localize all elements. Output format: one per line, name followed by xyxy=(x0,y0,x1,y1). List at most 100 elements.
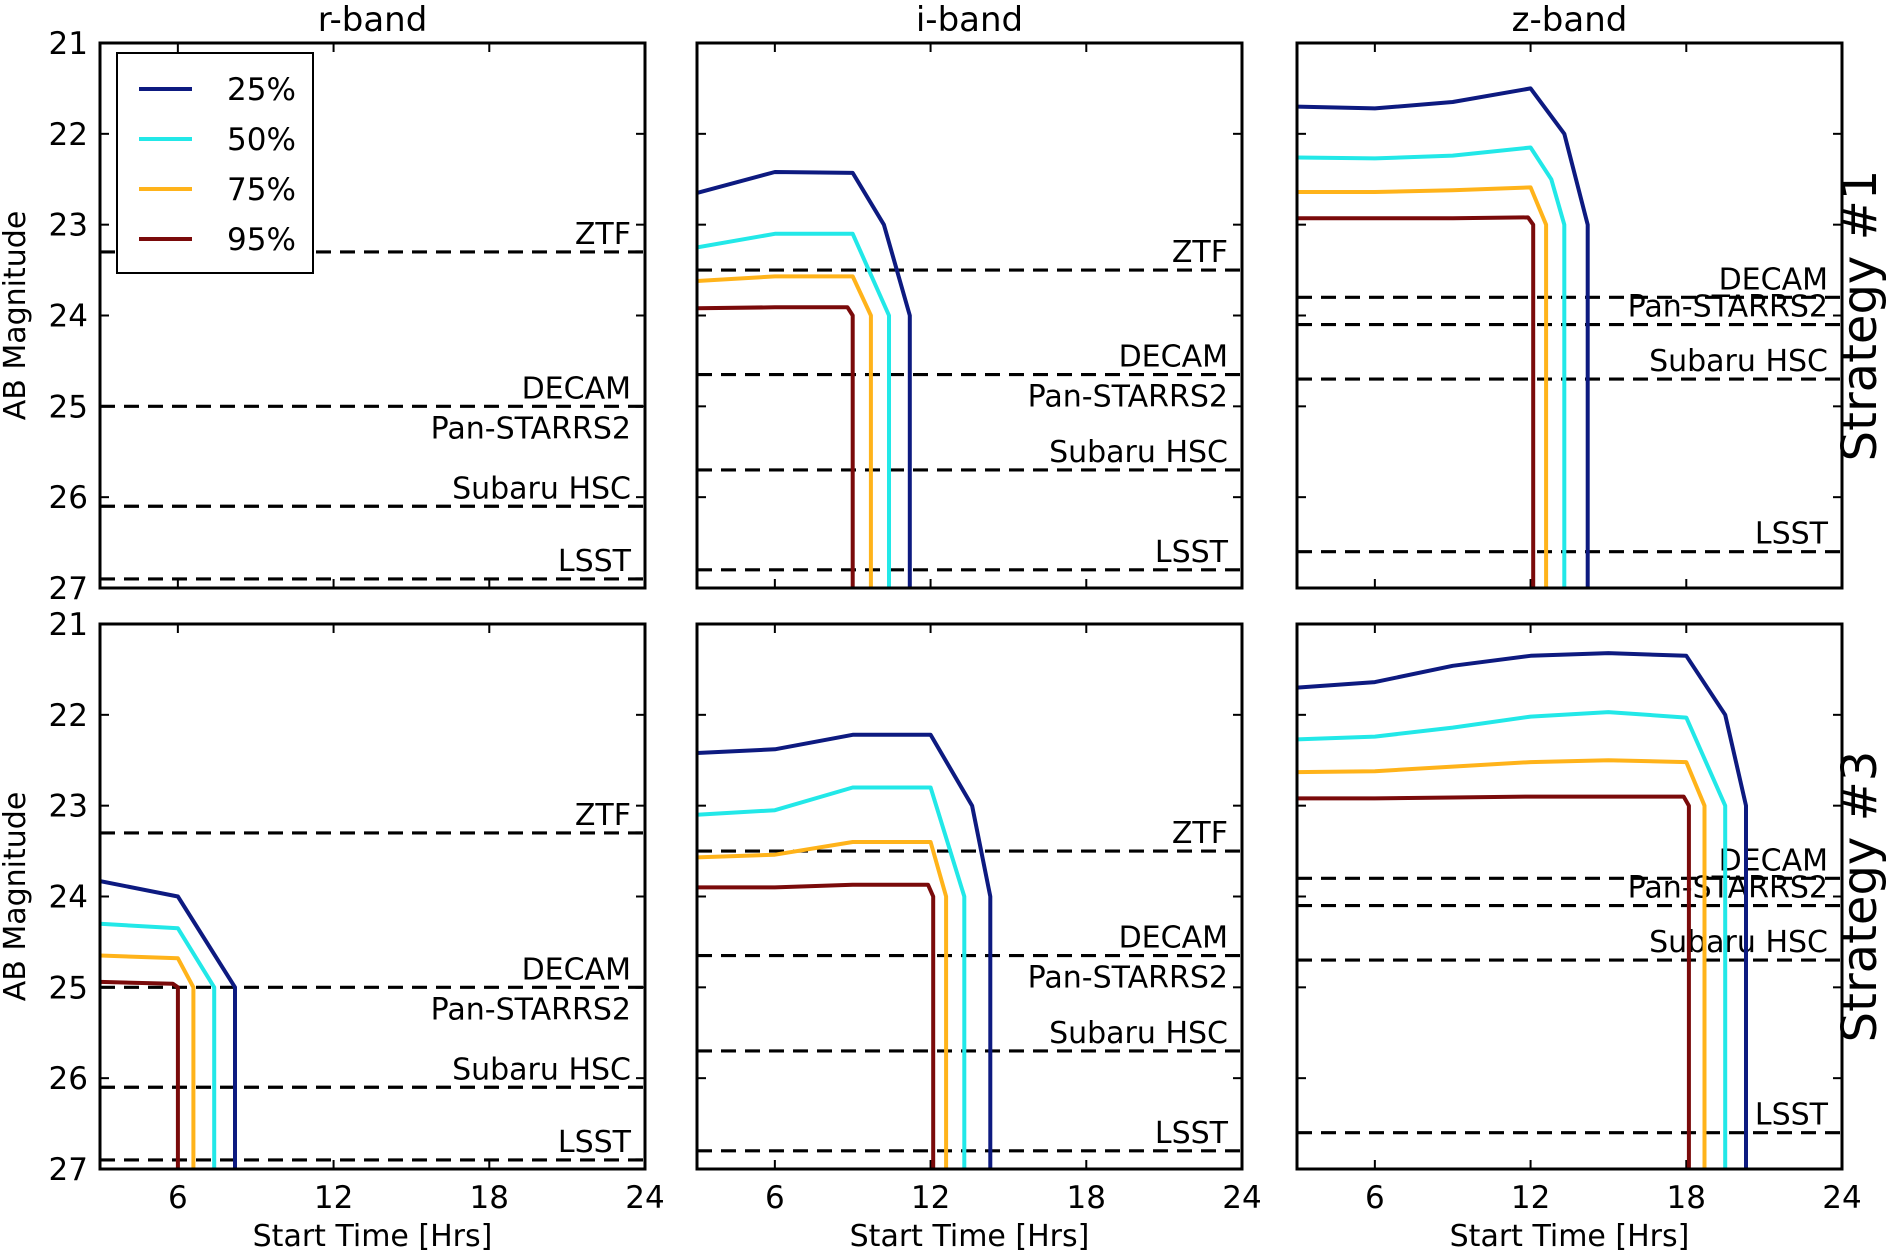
x-tick-label: 12 xyxy=(1511,1180,1550,1216)
y-tick-label: 25 xyxy=(49,389,88,425)
reference-label-lsst: LSST xyxy=(1155,1116,1229,1151)
panel-strategy-1-r-band: ZTF DECAM Pan-STARRS2 Subaru HSC LSST 21 22 23 2… xyxy=(0,0,647,607)
series-line-25 xyxy=(1297,86,1590,588)
reference-label-decam: DECAM xyxy=(522,952,631,987)
y-tick-label: 25 xyxy=(49,970,88,1006)
series-line-25 xyxy=(697,170,912,588)
series-line-50 xyxy=(1297,145,1567,588)
y-tick-label: 22 xyxy=(49,698,88,734)
y-tick-label: 24 xyxy=(49,299,88,335)
series-line-75 xyxy=(697,840,949,1169)
panel-frame xyxy=(98,622,647,1171)
series-line-95 xyxy=(1297,215,1536,588)
x-axis-label: Start Time [Hrs] xyxy=(1450,1219,1690,1254)
y-tick-label: 23 xyxy=(49,208,88,244)
reference-label-lsst: LSST xyxy=(1155,535,1229,570)
series-line-50 xyxy=(1297,710,1728,1169)
y-tick-label: 24 xyxy=(49,880,88,916)
panel-strategy-3-i-band: ZTF DECAM Pan-STARRS2 Subaru HSC LSST 6 12 18 24… xyxy=(695,622,1262,1254)
series-line-50 xyxy=(697,231,891,588)
legend-label-75: 75% xyxy=(227,172,296,208)
reference-label-lsst: LSST xyxy=(558,1125,632,1160)
series-line-25 xyxy=(697,732,993,1169)
panel-frame xyxy=(98,41,647,590)
column-title-z-band: z-band xyxy=(1512,0,1628,40)
series-line-50 xyxy=(697,785,967,1169)
panel-strategy-3-r-band: ZTF DECAM Pan-STARRS2 Subaru HSC LSST 21 22 23 2… xyxy=(0,607,665,1254)
x-axis-label: Start Time [Hrs] xyxy=(253,1219,493,1254)
reference-label-subaru-hsc: Subaru HSC xyxy=(452,471,631,506)
series-line-75 xyxy=(697,274,873,588)
reference-label-pan-starrs2: Pan-STARRS2 xyxy=(1628,871,1828,906)
series-line-95 xyxy=(100,979,180,1169)
series-line-95 xyxy=(697,305,855,588)
y-tick-label: 27 xyxy=(49,1152,88,1188)
reference-label-decam: DECAM xyxy=(1719,843,1828,878)
row-label-strategy-3: Strategy #3 xyxy=(1832,751,1888,1043)
column-title-i-band: i-band xyxy=(916,0,1023,40)
legend-label-95: 95% xyxy=(227,222,296,258)
reference-label-ztf: ZTF xyxy=(1172,235,1228,270)
y-axis-label: AB Magnitude xyxy=(0,792,33,1002)
x-tick-label: 24 xyxy=(1222,1180,1261,1216)
panel-frame xyxy=(1295,41,1844,590)
legend-label-50: 50% xyxy=(227,122,296,158)
y-axis-label: AB Magnitude xyxy=(0,211,33,421)
y-tick-label: 27 xyxy=(49,571,88,607)
reference-label-lsst: LSST xyxy=(1755,1098,1829,1133)
x-tick-label: 6 xyxy=(1365,1180,1385,1216)
reference-label-decam: DECAM xyxy=(1119,340,1228,375)
y-tick-label: 21 xyxy=(49,26,88,62)
x-tick-label: 18 xyxy=(1667,1180,1706,1216)
x-axis-label: Start Time [Hrs] xyxy=(850,1219,1090,1254)
reference-label-ztf: ZTF xyxy=(575,798,631,833)
reference-label-subaru-hsc: Subaru HSC xyxy=(1649,925,1828,960)
y-tick-label: 26 xyxy=(49,1061,88,1097)
series-line-75 xyxy=(1297,185,1549,588)
row-label-strategy-1: Strategy #1 xyxy=(1832,170,1888,462)
x-tick-label: 24 xyxy=(1822,1180,1861,1216)
legend-label-25: 25% xyxy=(227,72,296,108)
column-title-r-band: r-band xyxy=(318,0,428,40)
reference-label-decam: DECAM xyxy=(522,371,631,406)
reference-label-pan-starrs2: Pan-STARRS2 xyxy=(431,992,631,1027)
series-line-95 xyxy=(1297,794,1691,1169)
reference-label-subaru-hsc: Subaru HSC xyxy=(1049,1016,1228,1051)
panel-frame xyxy=(1295,622,1844,1171)
x-tick-label: 24 xyxy=(625,1180,664,1216)
series-line-75 xyxy=(1297,758,1707,1169)
panel-frame xyxy=(695,41,1244,590)
y-tick-label: 23 xyxy=(49,789,88,825)
figure-labels: Strategy #1 Strategy #3 25% 50% 75% 95% xyxy=(116,52,1888,1043)
y-tick-label: 21 xyxy=(49,607,88,643)
x-tick-label: 12 xyxy=(314,1180,353,1216)
reference-label-pan-starrs2: Pan-STARRS2 xyxy=(1028,961,1228,996)
reference-label-ztf: ZTF xyxy=(1172,816,1228,851)
x-tick-label: 6 xyxy=(168,1180,188,1216)
y-tick-label: 22 xyxy=(49,117,88,153)
x-tick-label: 6 xyxy=(765,1180,785,1216)
reference-label-decam: DECAM xyxy=(1719,262,1828,297)
reference-label-lsst: LSST xyxy=(1755,517,1829,552)
reference-label-pan-starrs2: Pan-STARRS2 xyxy=(1028,380,1228,415)
x-tick-label: 12 xyxy=(911,1180,950,1216)
series-line-25 xyxy=(100,879,237,1169)
panel-strategy-1-i-band: ZTF DECAM Pan-STARRS2 Subaru HSC LSST i-band xyxy=(695,0,1244,590)
reference-label-subaru-hsc: Subaru HSC xyxy=(1049,435,1228,470)
series-line-25 xyxy=(1297,651,1748,1169)
reference-label-subaru-hsc: Subaru HSC xyxy=(1649,344,1828,379)
reference-label-decam: DECAM xyxy=(1119,921,1228,956)
reference-label-pan-starrs2: Pan-STARRS2 xyxy=(1628,290,1828,325)
reference-label-subaru-hsc: Subaru HSC xyxy=(452,1052,631,1087)
reference-label-pan-starrs2: Pan-STARRS2 xyxy=(431,411,631,446)
panel-frame xyxy=(695,622,1244,1171)
reference-label-lsst: LSST xyxy=(558,544,632,579)
y-tick-label: 26 xyxy=(49,480,88,516)
series-line-75 xyxy=(100,953,196,1169)
x-tick-label: 18 xyxy=(470,1180,509,1216)
series-line-95 xyxy=(697,882,936,1169)
